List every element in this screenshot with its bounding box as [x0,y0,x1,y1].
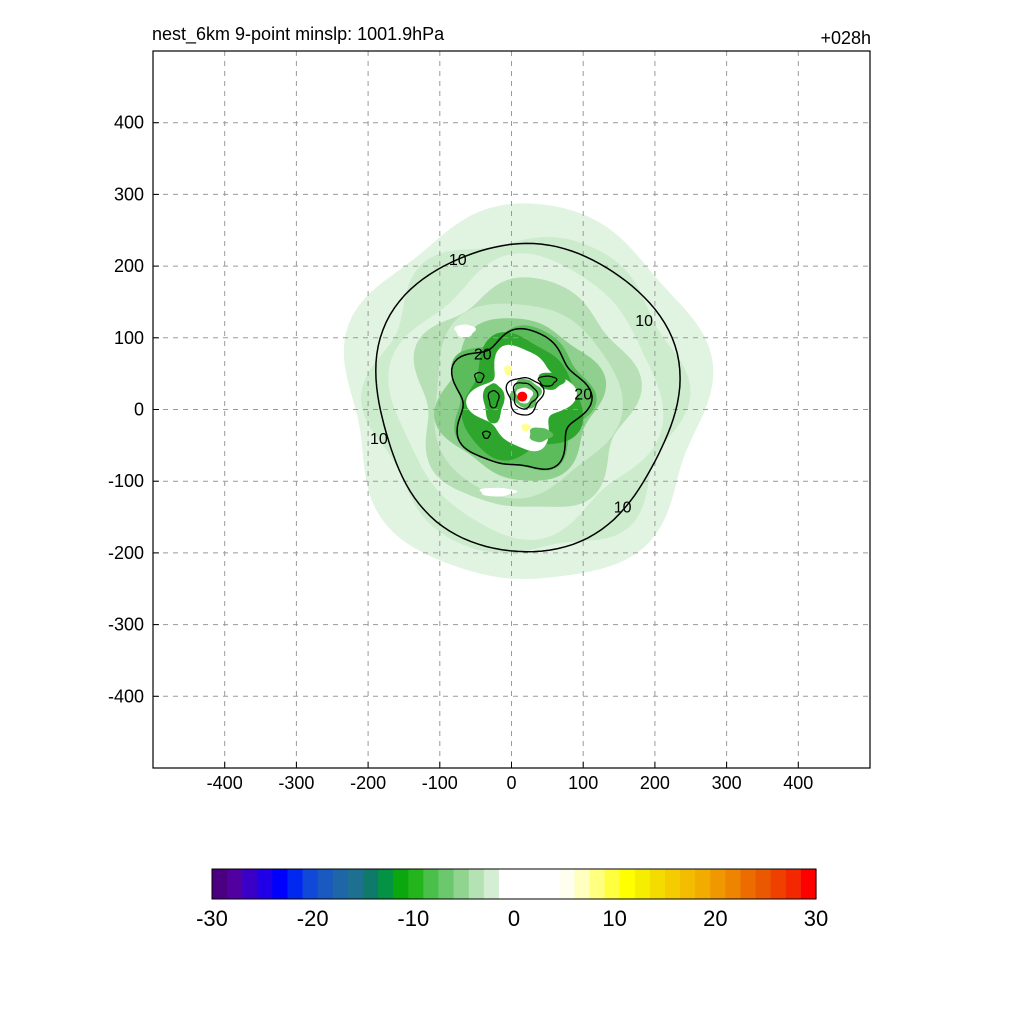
contour-label: 10 [449,252,467,269]
shaded-field [343,203,714,580]
storm-center-marker [517,391,528,402]
x-tick-label: -200 [350,773,386,793]
colorbar-swatch [332,869,349,899]
colorbar-tick-labels: -30 -20 -10 0 10 20 30 [196,906,828,931]
colorbar-swatch [740,869,757,899]
colorbar-swatch [408,869,424,899]
x-tick-label: 100 [568,773,598,793]
y-tick-label: -400 [108,686,144,706]
colorbar-tick-label: 30 [804,906,828,931]
colorbar-swatch [710,869,726,899]
contour-labels: 10 10 10 10 20 20 [370,252,653,516]
colorbar-swatch [302,869,319,899]
colorbar-swatch [589,869,606,899]
field-pocket-sw [479,487,518,497]
field-arm-se [529,427,554,443]
colorbar-swatch [665,869,681,899]
colorbar-swatch [363,869,379,899]
colorbar-tick-label: -20 [297,906,329,931]
colorbar-swatch [378,869,394,899]
y-tick-label: 200 [114,256,144,276]
y-tick-label: 300 [114,184,144,204]
x-tick-label: -300 [278,773,314,793]
colorbar-tick-label: 0 [508,906,520,931]
contour-small-w [487,390,500,409]
y-tick-label: -200 [108,543,144,563]
colorbar-swatch [770,869,787,899]
contour-label: 10 [370,431,388,448]
y-tick-label: 400 [114,113,144,133]
colorbar-swatch [695,869,711,899]
contour-small-ne [537,375,558,387]
colorbar-swatch [212,869,228,899]
colorbar-tick-label: 10 [602,906,626,931]
x-tick-label: 0 [506,773,516,793]
colorbar-swatch [755,869,772,899]
contour-eyewall-outer [505,377,545,416]
colorbar-swatch [257,869,273,899]
field-yellow-north [504,365,512,376]
contour-label: 20 [574,387,592,404]
colorbar-swatch [242,869,258,899]
contour-line-10 [375,242,681,553]
y-tick-label: 0 [134,400,144,420]
y-tick-label: 100 [114,328,144,348]
colorbar-swatch [725,869,742,899]
y-tick-label: -300 [108,615,144,635]
colorbar-swatch [317,869,334,899]
colorbar-swatch [544,869,560,899]
colorbar-swatch [423,869,440,899]
colorbar-swatch [287,869,304,899]
colorbar-swatch [227,869,243,899]
colorbar-swatch [483,869,500,899]
x-tick-label: 400 [783,773,813,793]
colorbar-swatch [498,869,515,899]
contour-small-sw [482,430,491,439]
contour-label: 20 [474,347,492,364]
colorbar-swatch [438,869,455,899]
colorbar-swatch [347,869,364,899]
y-tick-label: -100 [108,471,144,491]
colorbar-swatch [529,869,545,899]
contour-label: 10 [614,499,632,516]
x-tick-label: -400 [207,773,243,793]
colorbar-swatch [604,869,621,899]
colorbar-swatch [785,869,802,899]
contour-line-20 [450,327,593,470]
contour-lines [375,242,681,553]
field-pocket-nw [454,324,476,338]
colorbar-swatch [800,869,817,899]
x-axis-ticks: -400 -300 -200 -100 0 100 200 300 400 [207,762,813,793]
colorbar-swatch [468,869,485,899]
colorbar-swatch [634,869,651,899]
chart-title-right: +028h [820,28,871,48]
colorbar-swatch [514,869,530,899]
contour-small-nw [474,371,485,384]
colorbar-tick-label: -30 [196,906,228,931]
colorbar-swatch [453,869,470,899]
colorbar-frame [211,868,817,900]
colorbar-swatch [559,869,575,899]
colorbar [211,868,817,900]
x-tick-label: -100 [422,773,458,793]
center-dot [517,391,528,402]
colorbar-tick-label: 20 [703,906,727,931]
colorbar-swatch [680,869,696,899]
colorbar-swatch [393,869,409,899]
colorbar-swatch [574,869,591,899]
colorbar-swatch [272,869,289,899]
x-tick-label: 200 [640,773,670,793]
colorbar-swatch [649,869,666,899]
contour-eyewall-inner [512,382,539,410]
field-yellow-south [521,424,531,432]
colorbar-tick-label: -10 [397,906,429,931]
contour-label: 10 [635,313,653,330]
chart-title-left: nest_6km 9-point minslp: 1001.9hPa [152,24,445,45]
colorbar-swatch [619,869,636,899]
y-axis-ticks: 400 300 200 100 0 -100 -200 -300 -400 [108,113,159,706]
x-tick-label: 300 [712,773,742,793]
